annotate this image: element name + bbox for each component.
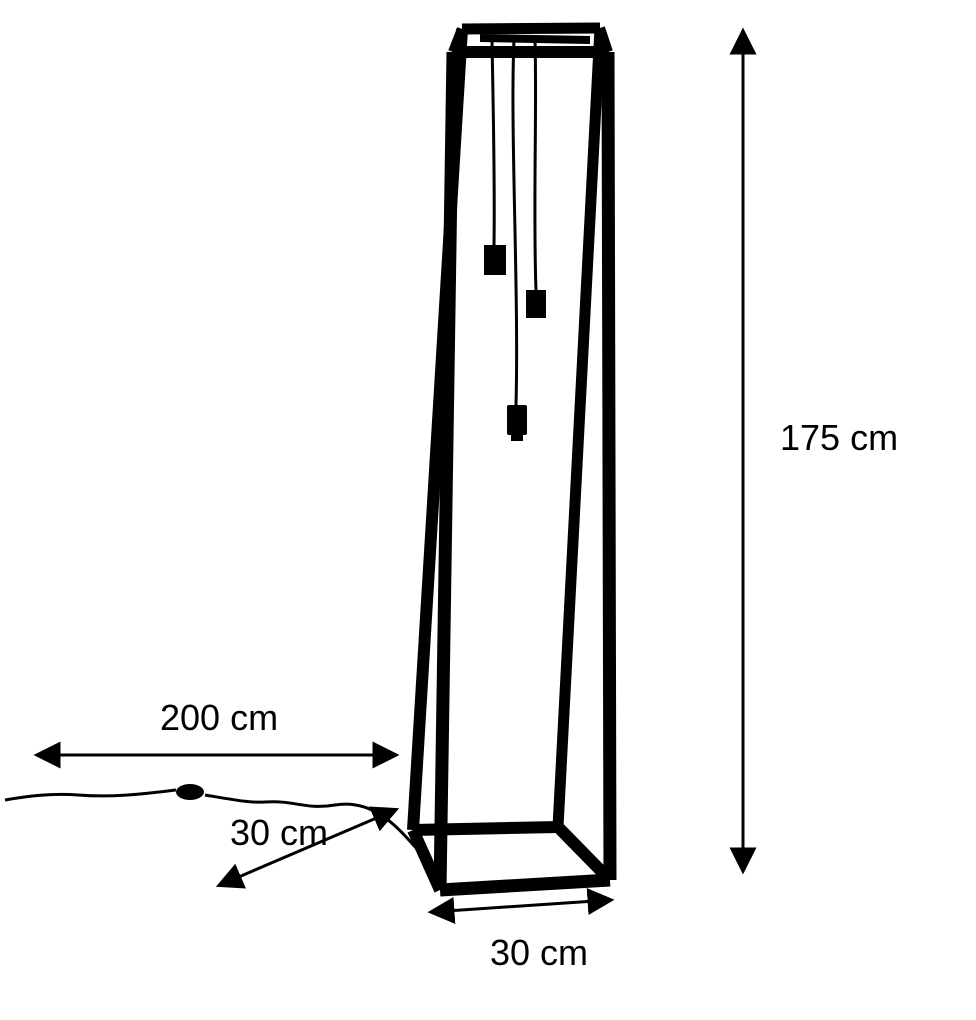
label-cord: 200 cm [160, 697, 278, 739]
label-depth: 30 cm [230, 812, 328, 854]
lamp-frame [413, 28, 610, 890]
hanging-sockets [484, 40, 546, 441]
diagram-stage: 175 cm 200 cm 30 cm 30 cm [0, 0, 976, 1020]
label-height: 175 cm [780, 417, 898, 459]
diagram-svg [0, 0, 976, 1020]
label-width: 30 cm [490, 932, 588, 974]
dim-width [432, 900, 610, 912]
power-cord [5, 784, 445, 870]
